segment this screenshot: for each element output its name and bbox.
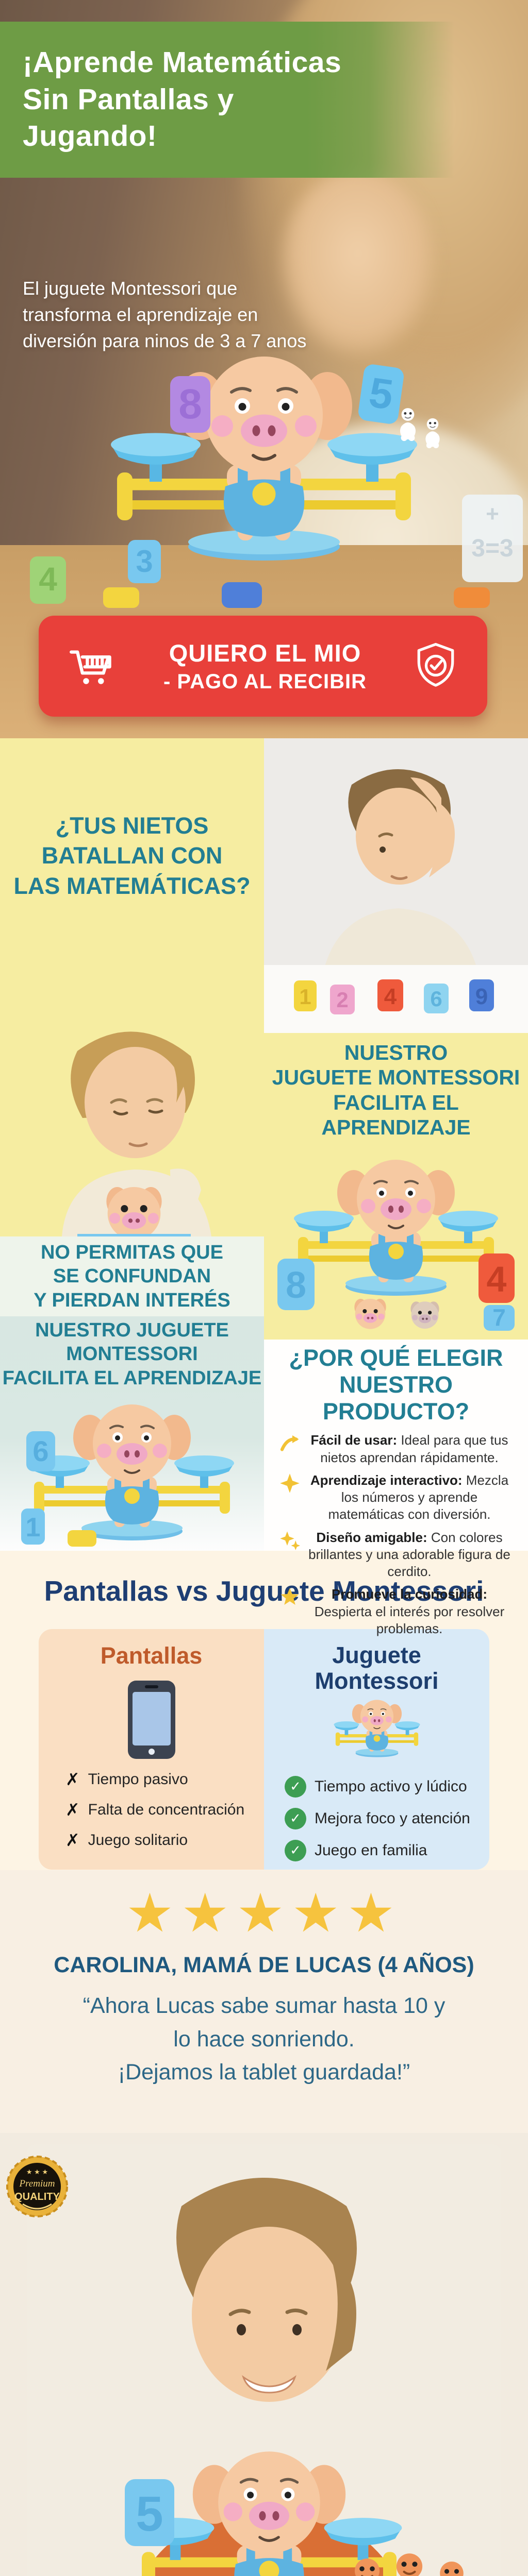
premium-quality-badge: ★ ★ ★ Premium QUALITY — [6, 2156, 68, 2217]
svg-text:4: 4 — [487, 1259, 507, 1299]
svg-text:★ ★ ★: ★ ★ ★ — [26, 2168, 48, 2176]
hero-title-band: ¡Aprende Matemáticas Sin Pantallas y Jug… — [0, 22, 528, 178]
check-icon: ✓ — [285, 1839, 306, 1861]
benefit-item: Promueve la curiosidad: Despierta el int… — [264, 1586, 528, 1637]
star-icon — [279, 1587, 300, 1612]
cart-icon — [68, 641, 117, 692]
arrow-icon — [279, 1433, 300, 1458]
toy-numbers-on-table: 1 2 4 6 9 — [294, 979, 494, 1014]
cta-line1: QUIERO EL MIO — [169, 639, 361, 667]
svg-text:4: 4 — [39, 561, 57, 598]
benefit-list: Fácil de usar: Ideal para que tus nietos… — [264, 1432, 528, 1637]
pantallas-card: Pantallas ✗ Tiempo pasivo ✗ Falta de conce… — [39, 1629, 264, 1870]
svg-text:6: 6 — [32, 1435, 48, 1467]
left-facilita-heading: NUESTRO JUGUETE MONTESSORI FACILITA EL A… — [2, 1319, 262, 1389]
svg-text:9: 9 — [475, 984, 488, 1009]
toy-floor-numbers: 3 4 + 3=3 — [30, 495, 523, 608]
benefit-item: Aprendizaje interactivo: Mezcla los núme… — [264, 1472, 528, 1523]
pro-item: ✓ Juego en familia — [285, 1839, 489, 1861]
pig-toy-photo: 8 4 7 — [277, 1158, 515, 1331]
hero-section: 8 5 3 4 + 3=3 ¡Aprende Matemáti — [0, 0, 528, 738]
smartphone-icon — [127, 1681, 175, 1759]
pig-toy-icon — [333, 1699, 420, 1758]
con-item: ✗ Tiempo pasivo — [65, 1770, 188, 1789]
con-item: ✗ Falta de concentración — [65, 1800, 245, 1819]
why-choose-heading: ¿POR QUÉ ELEGIR NUESTRO PRODUCTO? — [289, 1345, 503, 1425]
story-section: ¿TUS NIETOS BATALLAN CON LAS MATEMÁTICAS… — [0, 738, 528, 1636]
juguete-card-title: Juguete Montessori — [315, 1642, 439, 1694]
no-permitas-block: NO PERMITAS QUE SE CONFUNDAN Y PIERDAN I… — [0, 1236, 264, 1316]
hero-photo-girl-face — [280, 170, 435, 355]
svg-text:3: 3 — [136, 544, 153, 579]
versus-cards: Pantallas ✗ Tiempo pasivo ✗ Falta de conce… — [39, 1629, 489, 1870]
left-facilita-block: NUESTRO JUGUETE MONTESSORI FACILITA EL A… — [0, 1316, 264, 1551]
sad-boy-photo — [0, 974, 264, 1236]
benefit-item: Fácil de usar: Ideal para que tus nietos… — [264, 1432, 528, 1466]
why-choose-block: ¿POR QUÉ ELEGIR NUESTRO PRODUCTO? Fácil … — [264, 1340, 528, 1636]
testimonial-name: CAROLINA, MAMÁ DE LUCAS (4 AÑOS) — [54, 1953, 474, 1978]
sparkles-icon — [279, 1530, 300, 1555]
toy-figure — [399, 408, 417, 441]
pig-balance-toy-photo: 8 5 3 4 + 3=3 — [30, 330, 523, 608]
testimonial-section: ★★★★★ CAROLINA, MAMÁ DE LUCAS (4 AÑOS) “… — [0, 1870, 528, 2133]
cta-label: QUIERO EL MIO - PAGO AL RECIBIR — [117, 639, 413, 693]
pig-toy-photo: 6 1 — [21, 1403, 235, 1547]
no-permitas-heading: NO PERMITAS QUE SE CONFUNDAN Y PIERDAN I… — [34, 1241, 230, 1311]
toy-figure — [425, 417, 440, 448]
five-star-rating: ★★★★★ — [125, 1884, 403, 1943]
buy-now-button[interactable]: QUIERO EL MIO - PAGO AL RECIBIR — [39, 616, 487, 717]
question-block: ¿TUS NIETOS BATALLAN CON LAS MATEMÁTICAS… — [0, 738, 264, 974]
svg-text:Premium: Premium — [19, 2178, 55, 2189]
con-item: ✗ Juego solitario — [65, 1831, 188, 1850]
testimonial-quote: “Ahora Lucas sabe sumar hasta 10 y lo ha… — [82, 1993, 446, 2085]
shield-check-icon — [413, 641, 458, 692]
cross-icon: ✗ — [65, 1770, 80, 1789]
svg-text:5: 5 — [136, 2486, 163, 2541]
boy-with-toy-photo: 5 — [27, 2144, 501, 2576]
story-left-column: ¿TUS NIETOS BATALLAN CON LAS MATEMÁTICAS… — [0, 738, 264, 1551]
svg-text:8: 8 — [286, 1265, 306, 1306]
versus-cards-section: Pantallas vs Juguete Montessori Pantalla… — [0, 1551, 528, 1870]
hero-subtitle-line: transforma el aprendizaje en — [23, 304, 258, 326]
versus-heading: Pantallas vs Juguete Montessori — [44, 1575, 484, 1607]
pro-item: ✓ Mejora foco y atención — [285, 1807, 489, 1829]
right-facilita-heading: NUESTRO JUGUETE MONTESSORI FACILITA EL A… — [272, 1041, 520, 1140]
svg-text:QUALITY: QUALITY — [14, 2191, 60, 2202]
check-icon: ✓ — [285, 1807, 306, 1829]
svg-text:3=3: 3=3 — [471, 535, 513, 562]
question-heading: ¿TUS NIETOS BATALLAN CON LAS MATEMÁTICAS… — [13, 812, 251, 899]
svg-text:1: 1 — [26, 1513, 41, 1543]
toy-number-right: 5 — [358, 364, 404, 424]
svg-text:+: + — [486, 501, 499, 527]
check-icon: ✓ — [285, 1775, 306, 1798]
svg-text:7: 7 — [492, 1304, 506, 1331]
svg-text:4: 4 — [384, 984, 397, 1009]
toy-number-left: 8 — [170, 376, 210, 433]
story-right-column: 1 2 4 6 9 NUESTRO JUGUETE MONTESSORI — [264, 738, 528, 1636]
cta-line2: - PAGO AL RECIBIR — [163, 670, 367, 693]
product-photo-section: 5 ★ ★ ★ Premium QUALITY — [0, 2133, 528, 2576]
page-title: ¡Aprende Matemáticas Sin Pantallas y Jug… — [23, 45, 342, 153]
hero-subtitle-line: diversión para ninos de 3 a 7 anos — [23, 330, 307, 352]
right-facilita-block: NUESTRO JUGUETE MONTESSORI FACILITA EL A… — [264, 1033, 528, 1340]
juguete-card: Juguete Montessori ✓ Tiempo activo y lúdi… — [264, 1629, 489, 1870]
hero-subtitle: El juguete Montessori que transforma el … — [23, 275, 306, 354]
svg-text:8: 8 — [178, 381, 202, 428]
svg-text:2: 2 — [336, 988, 348, 1012]
frustrated-boy-photo: 1 2 4 6 9 — [264, 738, 528, 1033]
svg-text:1: 1 — [299, 985, 311, 1009]
benefit-item: Diseño amigable: Con colores brillantes … — [264, 1529, 528, 1581]
pantallas-card-title: Pantallas — [100, 1642, 203, 1669]
cross-icon: ✗ — [65, 1800, 80, 1819]
hero-subtitle-line: El juguete Montessori que — [23, 278, 238, 299]
cross-icon: ✗ — [65, 1831, 80, 1850]
pro-item: ✓ Tiempo activo y lúdico — [285, 1775, 489, 1798]
svg-text:6: 6 — [430, 987, 442, 1011]
sparkle-icon — [279, 1473, 300, 1498]
